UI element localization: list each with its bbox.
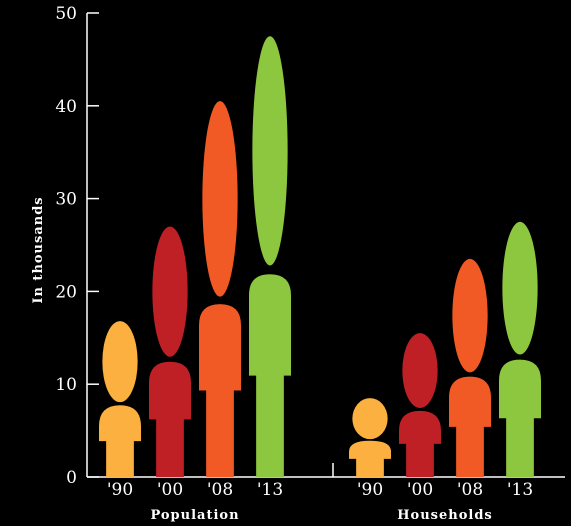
person-head: [252, 36, 288, 266]
person-body: [499, 359, 541, 477]
group-label: Population: [150, 508, 239, 523]
x-tick-label: '90: [107, 480, 133, 500]
person-head: [352, 398, 388, 440]
person-bar-households-3: [499, 221, 541, 477]
person-bar-households-2: [449, 258, 491, 477]
person-body: [99, 405, 141, 477]
y-tick-label: 0: [66, 468, 77, 488]
person-bar-population-1: [149, 226, 191, 477]
person-head: [402, 333, 438, 408]
person-body: [199, 304, 241, 477]
chart-labels: 0 10 20 30 40 50 '90 '00 '08 '13 Population '90 '00 '…: [55, 4, 533, 523]
person-head: [452, 258, 488, 373]
person-head: [502, 221, 538, 355]
person-body: [349, 440, 391, 477]
x-tick-label: '08: [207, 480, 233, 500]
person-bar-households-1: [399, 333, 441, 477]
chart-marks: [99, 36, 541, 477]
y-tick-label: 50: [55, 4, 77, 24]
x-tick-label: '08: [457, 480, 483, 500]
y-tick-label: 20: [55, 282, 77, 302]
person-bar-population-2: [199, 101, 241, 477]
person-bar-households-0: [349, 398, 391, 477]
y-tick-label: 40: [55, 97, 77, 117]
y-tick-label: 10: [55, 375, 77, 395]
person-bar-population-0: [99, 321, 141, 477]
x-tick-label: '13: [507, 480, 533, 500]
person-body: [449, 376, 491, 477]
x-tick-label: '00: [157, 480, 183, 500]
person-body: [249, 274, 291, 477]
y-axis-label: In thousands: [31, 196, 46, 303]
group-label: Households: [397, 508, 492, 523]
person-body: [149, 361, 191, 477]
person-body: [399, 410, 441, 477]
person-bar-population-3: [249, 36, 291, 477]
person-head: [102, 321, 138, 403]
person-head: [152, 226, 188, 357]
x-tick-label: '13: [257, 480, 283, 500]
x-tick-label: '00: [407, 480, 433, 500]
x-tick-label: '90: [357, 480, 383, 500]
person-head: [202, 101, 238, 297]
y-tick-label: 30: [55, 190, 77, 210]
